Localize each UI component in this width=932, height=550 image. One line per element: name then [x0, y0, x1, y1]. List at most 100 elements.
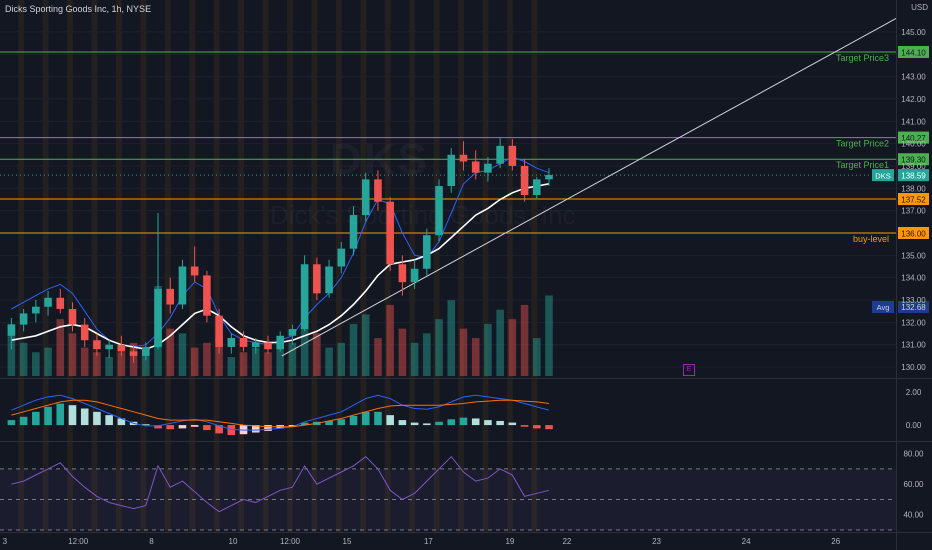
candle-body [80, 324, 89, 341]
candle-body [190, 266, 199, 276]
price-axis-tick: 134.00 [901, 274, 926, 283]
macd-axis-tick: 2.00 [906, 388, 922, 397]
macd-histogram-bar [190, 425, 199, 427]
candle-body [447, 154, 456, 187]
price-axis-tick: 135.00 [901, 251, 926, 260]
candle-body [484, 163, 492, 173]
price-tag-box [898, 131, 929, 144]
macd-histogram-bar [374, 411, 382, 426]
session-column [164, 0, 171, 532]
macd-axis-tick: 0.00 [906, 421, 922, 430]
volume-bar [251, 347, 260, 376]
volume-bar [93, 352, 101, 376]
volume-bar [374, 338, 382, 376]
macd-histogram-bar [154, 425, 162, 429]
volume-bar [545, 295, 553, 376]
volume-bar [276, 347, 284, 376]
candle-body [227, 338, 236, 347]
volume-bar [44, 347, 52, 376]
price-axis-tick: 138.00 [901, 184, 926, 193]
price-tag: 144.10 [901, 48, 926, 57]
time-axis-tick: 12:00 [280, 537, 301, 546]
volume-bar [166, 328, 175, 376]
price-tag: 137.52 [901, 196, 926, 205]
pane-divider-rsi[interactable] [0, 441, 932, 442]
volume-bar [471, 338, 480, 376]
candle-body [532, 179, 541, 195]
pane-divider-macd[interactable] [0, 378, 932, 379]
session-column [140, 0, 147, 532]
candle-body [349, 215, 358, 249]
macd-histogram-bar [44, 406, 52, 426]
earnings-event-marker[interactable]: E [683, 364, 695, 376]
candle-body [520, 165, 529, 195]
candle-body [19, 313, 28, 325]
volume-bar [105, 357, 113, 376]
macd-histogram-bar [447, 419, 456, 426]
macd-histogram-bar [105, 415, 113, 426]
session-column [91, 0, 98, 532]
volume-bar [532, 338, 541, 376]
session-column [458, 0, 464, 532]
macd-histogram-bar [349, 415, 358, 426]
macd-histogram-bar [325, 420, 333, 426]
price-axis-tick: 137.00 [901, 207, 926, 216]
volume-bar [361, 314, 370, 376]
volume-bar [386, 304, 394, 376]
rsi-line [11, 455, 550, 513]
volume-bar [459, 328, 468, 376]
macd-histogram-bar [203, 425, 211, 431]
session-column [67, 0, 73, 532]
macd-histogram-bar [227, 425, 236, 436]
session-column [189, 0, 196, 532]
candle-body [251, 342, 260, 347]
macd-histogram-bar [496, 420, 504, 426]
session-column [531, 0, 538, 532]
avg-label: Avg [877, 303, 890, 312]
price-tag-box [898, 193, 929, 206]
candle-body [93, 340, 101, 350]
macd-histogram-bar [166, 425, 175, 430]
volume-bar [435, 319, 443, 376]
macd-line [11, 394, 550, 431]
volume-bar [508, 319, 517, 376]
volume-bar [447, 300, 456, 376]
price-axis-separator [896, 0, 897, 550]
volume-bar [19, 342, 28, 376]
currency-label[interactable]: USD [911, 3, 928, 12]
pane-divider-time-axis [0, 532, 932, 533]
avg-value-box [898, 301, 929, 313]
candle-body [32, 306, 40, 314]
candle-body [361, 179, 370, 216]
macd-histogram-bar [508, 422, 517, 426]
volume-bar [520, 304, 529, 376]
session-column [115, 0, 122, 532]
session-column [262, 0, 269, 532]
macd-histogram-bar [80, 408, 89, 426]
price-axis-tick: 140.00 [901, 140, 926, 149]
macd-histogram-bar [471, 418, 480, 426]
time-axis-tick: 12:00 [68, 537, 89, 546]
candle-body [203, 275, 211, 316]
macd-histogram-bar [545, 425, 553, 430]
price-tag-box [898, 226, 929, 239]
candle-body [276, 335, 284, 350]
price-tag: 136.00 [901, 229, 926, 238]
candle-body [325, 266, 333, 294]
candle-body [215, 315, 223, 347]
candle-body [398, 264, 407, 283]
macd-histogram-bar [410, 422, 419, 426]
candle-body [117, 344, 126, 352]
price-axis-tick: 141.00 [901, 117, 926, 126]
macd-histogram-bar [7, 420, 16, 426]
macd-histogram-bar [32, 411, 40, 426]
symbol-tag-box [872, 169, 894, 182]
volume-bar [496, 309, 504, 376]
volume-bar [190, 347, 199, 376]
last-price-value: 138.59 [901, 172, 926, 181]
session-column [409, 0, 416, 532]
chart-title[interactable]: Dicks Sporting Goods Inc, 1h, NYSE [5, 4, 152, 14]
volume-bar [56, 319, 65, 376]
volume-bar [7, 323, 16, 376]
